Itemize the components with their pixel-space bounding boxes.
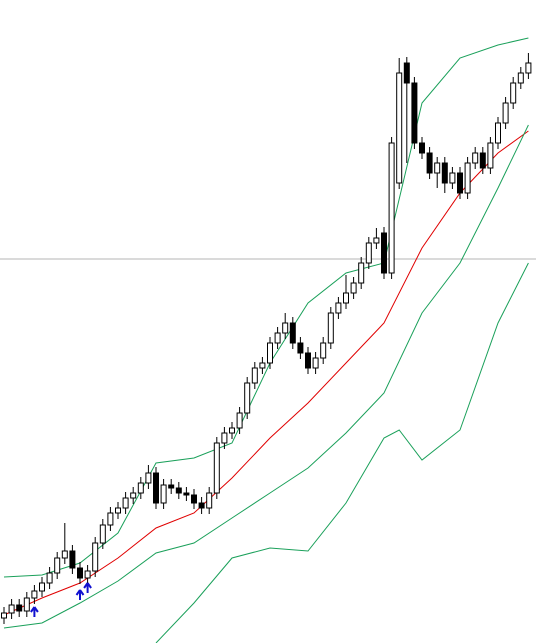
candle-body [411, 82, 418, 144]
candle-body [525, 62, 532, 74]
candle-body [312, 357, 319, 369]
candle-body [191, 494, 197, 504]
candle-body [426, 152, 433, 174]
candle-body [39, 582, 45, 592]
candle-body [69, 550, 76, 569]
candle-body [130, 492, 137, 499]
candle-body [160, 484, 167, 504]
candle-body [122, 497, 129, 509]
candle-body [343, 292, 349, 304]
candle-body [495, 122, 501, 144]
candle-body [137, 482, 144, 494]
candle-body [244, 382, 251, 414]
candle-body [46, 572, 53, 584]
candle-body [168, 484, 175, 489]
candle-body [305, 352, 311, 369]
candle-body [229, 427, 235, 434]
candle-body [381, 232, 387, 274]
candle-body [8, 604, 15, 614]
candle-body [92, 542, 99, 572]
band-line [3, 130, 529, 616]
signal-arrow [75, 589, 85, 600]
candle-body [84, 570, 91, 579]
candle-body [206, 492, 213, 509]
candle-body [419, 142, 425, 154]
candle-body [77, 567, 83, 579]
candle-body [236, 412, 243, 429]
candle-body [145, 472, 152, 484]
candle-body [373, 237, 380, 244]
band-line [3, 37, 529, 578]
candle-body [320, 342, 327, 359]
candle-body [251, 367, 258, 384]
candle-body [441, 162, 448, 184]
candle-body [107, 512, 114, 526]
candle-body [297, 342, 304, 354]
candle-body [479, 152, 486, 169]
candle-body [115, 507, 121, 514]
candle-body [517, 72, 524, 84]
candle-body [335, 302, 342, 314]
candle-body [449, 172, 456, 184]
candle-body [472, 152, 479, 164]
signal-arrow [30, 606, 39, 617]
candle-body [267, 342, 273, 364]
candle-body [388, 142, 395, 274]
candle-body [365, 242, 372, 264]
candle-body [396, 72, 403, 184]
candle-body [502, 102, 509, 124]
candle-body [1, 612, 7, 619]
candle-body [221, 432, 228, 444]
candle-body [274, 332, 281, 344]
candle-body [54, 557, 61, 574]
candle-body [464, 162, 471, 194]
candle-body [259, 362, 266, 369]
candle-body [350, 282, 357, 294]
candle-body [198, 502, 205, 509]
candle-body [31, 590, 38, 599]
candle-body [282, 322, 289, 334]
candle-body [213, 442, 220, 494]
candle-body [289, 322, 296, 344]
candle-body [61, 550, 68, 559]
candle-body [327, 312, 334, 344]
candle-body [175, 487, 182, 494]
candle-body [487, 142, 494, 169]
candle-body [23, 597, 30, 612]
candle-body [358, 262, 365, 284]
signal-arrow [83, 582, 92, 593]
candle-body [99, 524, 106, 544]
band-line [155, 262, 529, 643]
candle-body [457, 172, 463, 194]
candle-body [403, 62, 410, 84]
candle-body [183, 492, 190, 496]
candle-body [153, 472, 159, 504]
band-line [3, 124, 529, 629]
candle-body [434, 162, 441, 174]
candle-body [510, 82, 517, 104]
candle-body [16, 604, 23, 612]
